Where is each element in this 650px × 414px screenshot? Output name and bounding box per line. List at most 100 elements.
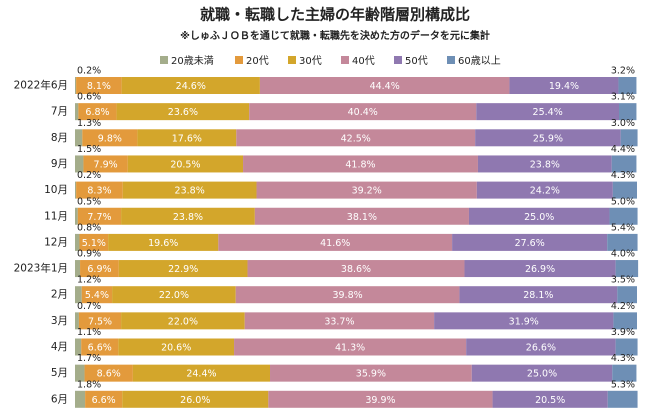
- y-tick-label: 5月: [51, 367, 68, 379]
- value-label: 0.9%: [77, 249, 101, 260]
- y-tick-label: 2月: [51, 289, 68, 301]
- value-label: 19.6%: [148, 238, 178, 249]
- bar-segment: [75, 233, 80, 251]
- value-label: 5.1%: [82, 238, 106, 249]
- value-label: 23.6%: [168, 107, 198, 118]
- bar-segment: [256, 181, 477, 199]
- bar-segment: [620, 129, 638, 147]
- bar-segment: [81, 338, 119, 356]
- value-label: 39.8%: [332, 290, 362, 301]
- bar-segment: [615, 260, 639, 278]
- value-label: 25.0%: [524, 212, 554, 223]
- legend-swatch: [394, 56, 402, 64]
- bar-segment: [78, 103, 117, 121]
- value-label: 24.6%: [176, 81, 206, 92]
- bar-segment: [607, 390, 638, 408]
- value-label: 8.1%: [87, 81, 111, 92]
- value-label: 6.8%: [85, 107, 109, 118]
- value-label: 5.0%: [611, 196, 635, 207]
- bar-segment: [76, 77, 122, 94]
- bar-segment: [471, 364, 613, 382]
- bar-segment: [78, 312, 122, 330]
- value-label: 5.4%: [85, 290, 109, 301]
- value-label: 6.9%: [87, 264, 111, 275]
- value-label: 0.2%: [77, 170, 101, 181]
- value-label: 42.5%: [341, 133, 371, 144]
- value-label: 27.6%: [515, 238, 545, 249]
- bar-segment: [243, 155, 478, 173]
- bar-segment: [80, 260, 119, 278]
- chart-subtitle: ※しゅふＪＯＢを通じて就職・転職先を決めた方のデータを元に集計: [180, 29, 490, 42]
- chart-title: 就職・転職した主婦の年齢階層別構成比: [200, 6, 470, 24]
- value-label: 44.4%: [370, 81, 400, 92]
- bar-segment: [121, 312, 245, 330]
- value-label: 22.0%: [159, 290, 189, 301]
- bar-segment: [108, 233, 219, 251]
- value-label: 26.6%: [526, 343, 556, 354]
- y-tick-label: 9月: [51, 158, 68, 170]
- value-label: 4.0%: [611, 249, 635, 260]
- bar-segment: [76, 181, 123, 199]
- value-label: 1.5%: [77, 144, 101, 155]
- value-label: 20.6%: [161, 343, 191, 354]
- bar-segment: [434, 312, 614, 330]
- bar-segment: [112, 286, 236, 304]
- bar-segment: [122, 181, 257, 199]
- bar-segment: [75, 207, 78, 225]
- value-label: 23.8%: [530, 159, 560, 170]
- value-label: 33.7%: [324, 316, 354, 327]
- bar-segment: [607, 233, 638, 251]
- legend-swatch: [447, 56, 455, 64]
- bar-segment: [617, 286, 637, 304]
- legend-swatch: [341, 56, 349, 64]
- value-label: 26.0%: [180, 395, 210, 406]
- value-label: 5.4%: [611, 222, 635, 233]
- value-label: 24.4%: [186, 369, 216, 380]
- value-label: 0.5%: [77, 196, 101, 207]
- value-label: 3.0%: [611, 118, 635, 129]
- bar-segment: [118, 260, 248, 278]
- bar-segment: [244, 312, 435, 330]
- value-label: 20.5%: [170, 159, 200, 170]
- value-label: 9.8%: [98, 133, 122, 144]
- value-label: 25.4%: [533, 107, 563, 118]
- value-label: 26.9%: [525, 264, 555, 275]
- value-label: 8.3%: [87, 186, 111, 197]
- bar-segment: [259, 77, 510, 94]
- bar-segment: [476, 103, 620, 121]
- value-label: 1.8%: [77, 379, 101, 390]
- value-label: 5.3%: [611, 379, 635, 390]
- value-label: 41.8%: [345, 159, 375, 170]
- y-tick-label: 7月: [51, 106, 68, 118]
- bar-segment: [83, 155, 128, 173]
- bar-segment: [612, 364, 637, 382]
- value-label: 17.6%: [172, 133, 202, 144]
- bar-segment: [82, 129, 138, 147]
- bar-segment: [84, 364, 133, 382]
- bar-segment: [619, 103, 637, 121]
- value-label: 3.9%: [611, 327, 635, 338]
- value-label: 7.7%: [87, 212, 111, 223]
- y-tick-label: 6月: [51, 393, 68, 405]
- bar-segment: [464, 260, 616, 278]
- bar-segment: [121, 207, 255, 225]
- value-label: 3.5%: [611, 275, 635, 286]
- bar-segment: [77, 207, 122, 225]
- value-label: 7.9%: [94, 159, 118, 170]
- value-label: 22.9%: [168, 264, 198, 275]
- bar-segment: [268, 390, 493, 408]
- bar-segment: [75, 77, 77, 94]
- value-label: 6.6%: [92, 395, 116, 406]
- value-label: 3.1%: [611, 92, 635, 103]
- bar-segment: [235, 286, 460, 304]
- bar-segment: [75, 286, 82, 304]
- legend-label: 50代: [405, 55, 428, 67]
- bar-segment: [75, 364, 85, 382]
- bar-segment: [81, 286, 113, 304]
- bar-segment: [79, 233, 109, 251]
- value-label: 38.6%: [341, 264, 371, 275]
- bar-segment: [615, 338, 638, 356]
- bar-segment: [121, 77, 260, 94]
- bar-segment: [218, 233, 453, 251]
